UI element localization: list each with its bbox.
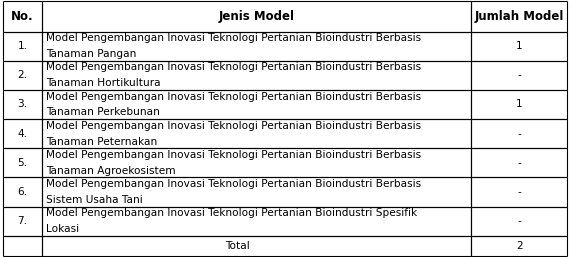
Bar xyxy=(3,1,42,32)
Bar xyxy=(3,119,42,148)
Bar xyxy=(3,32,42,61)
Text: Model Pengembangan Inovasi Teknologi Pertanian Bioindustri Berbasis: Model Pengembangan Inovasi Teknologi Per… xyxy=(46,62,421,72)
Text: Tanaman Hortikultura: Tanaman Hortikultura xyxy=(46,78,161,88)
Bar xyxy=(471,61,567,90)
Text: Tanaman Perkebunan: Tanaman Perkebunan xyxy=(46,107,160,117)
Bar xyxy=(42,90,471,119)
Text: -: - xyxy=(518,158,521,168)
Text: No.: No. xyxy=(11,10,34,23)
Text: -: - xyxy=(518,216,521,226)
Text: 1: 1 xyxy=(516,99,523,109)
Text: 3.: 3. xyxy=(18,99,28,109)
Bar xyxy=(471,1,567,32)
Bar xyxy=(42,207,471,236)
Bar xyxy=(3,236,42,256)
Text: Tanaman Pangan: Tanaman Pangan xyxy=(46,49,137,59)
Text: 4.: 4. xyxy=(18,129,27,139)
Bar xyxy=(471,236,567,256)
Bar xyxy=(42,119,471,148)
Bar xyxy=(42,32,471,61)
Text: 1.: 1. xyxy=(18,41,27,51)
Bar xyxy=(471,90,567,119)
Text: Model Pengembangan Inovasi Teknologi Pertanian Bioindustri Berbasis: Model Pengembangan Inovasi Teknologi Per… xyxy=(46,150,421,160)
Bar xyxy=(3,61,42,90)
Bar xyxy=(471,32,567,61)
Bar xyxy=(3,148,42,177)
Text: Model Pengembangan Inovasi Teknologi Pertanian Bioindustri Berbasis: Model Pengembangan Inovasi Teknologi Per… xyxy=(46,91,421,102)
Text: Model Pengembangan Inovasi Teknologi Pertanian Bioindustri Berbasis: Model Pengembangan Inovasi Teknologi Per… xyxy=(46,179,421,189)
Text: 6.: 6. xyxy=(18,187,27,197)
Bar xyxy=(42,236,471,256)
Text: Lokasi: Lokasi xyxy=(46,224,79,234)
Bar xyxy=(471,177,567,207)
Text: Tanaman Peternakan: Tanaman Peternakan xyxy=(46,136,157,146)
Text: 5.: 5. xyxy=(18,158,27,168)
Text: 2: 2 xyxy=(516,241,523,251)
Text: Jumlah Model: Jumlah Model xyxy=(474,10,564,23)
Text: -: - xyxy=(518,187,521,197)
Bar xyxy=(42,1,471,32)
Text: -: - xyxy=(518,70,521,80)
Bar xyxy=(471,119,567,148)
Text: 1: 1 xyxy=(516,41,523,51)
Text: Model Pengembangan Inovasi Teknologi Pertanian Bioindustri Berbasis: Model Pengembangan Inovasi Teknologi Per… xyxy=(46,121,421,131)
Text: Sistem Usaha Tani: Sistem Usaha Tani xyxy=(46,195,143,205)
Text: Jenis Model: Jenis Model xyxy=(219,10,295,23)
Bar xyxy=(42,148,471,177)
Bar xyxy=(3,177,42,207)
Bar xyxy=(471,148,567,177)
Bar xyxy=(3,207,42,236)
Text: 2.: 2. xyxy=(18,70,27,80)
Bar xyxy=(471,207,567,236)
Text: Tanaman Agroekosistem: Tanaman Agroekosistem xyxy=(46,166,176,176)
Text: 7.: 7. xyxy=(18,216,27,226)
Text: -: - xyxy=(518,129,521,139)
Text: Model Pengembangan Inovasi Teknologi Pertanian Bioindustri Berbasis: Model Pengembangan Inovasi Teknologi Per… xyxy=(46,33,421,43)
Bar xyxy=(42,61,471,90)
Text: Total: Total xyxy=(225,241,250,251)
Text: Model Pengembangan Inovasi Teknologi Pertanian Bioindustri Spesifik: Model Pengembangan Inovasi Teknologi Per… xyxy=(46,208,417,218)
Bar xyxy=(3,90,42,119)
Bar xyxy=(42,177,471,207)
